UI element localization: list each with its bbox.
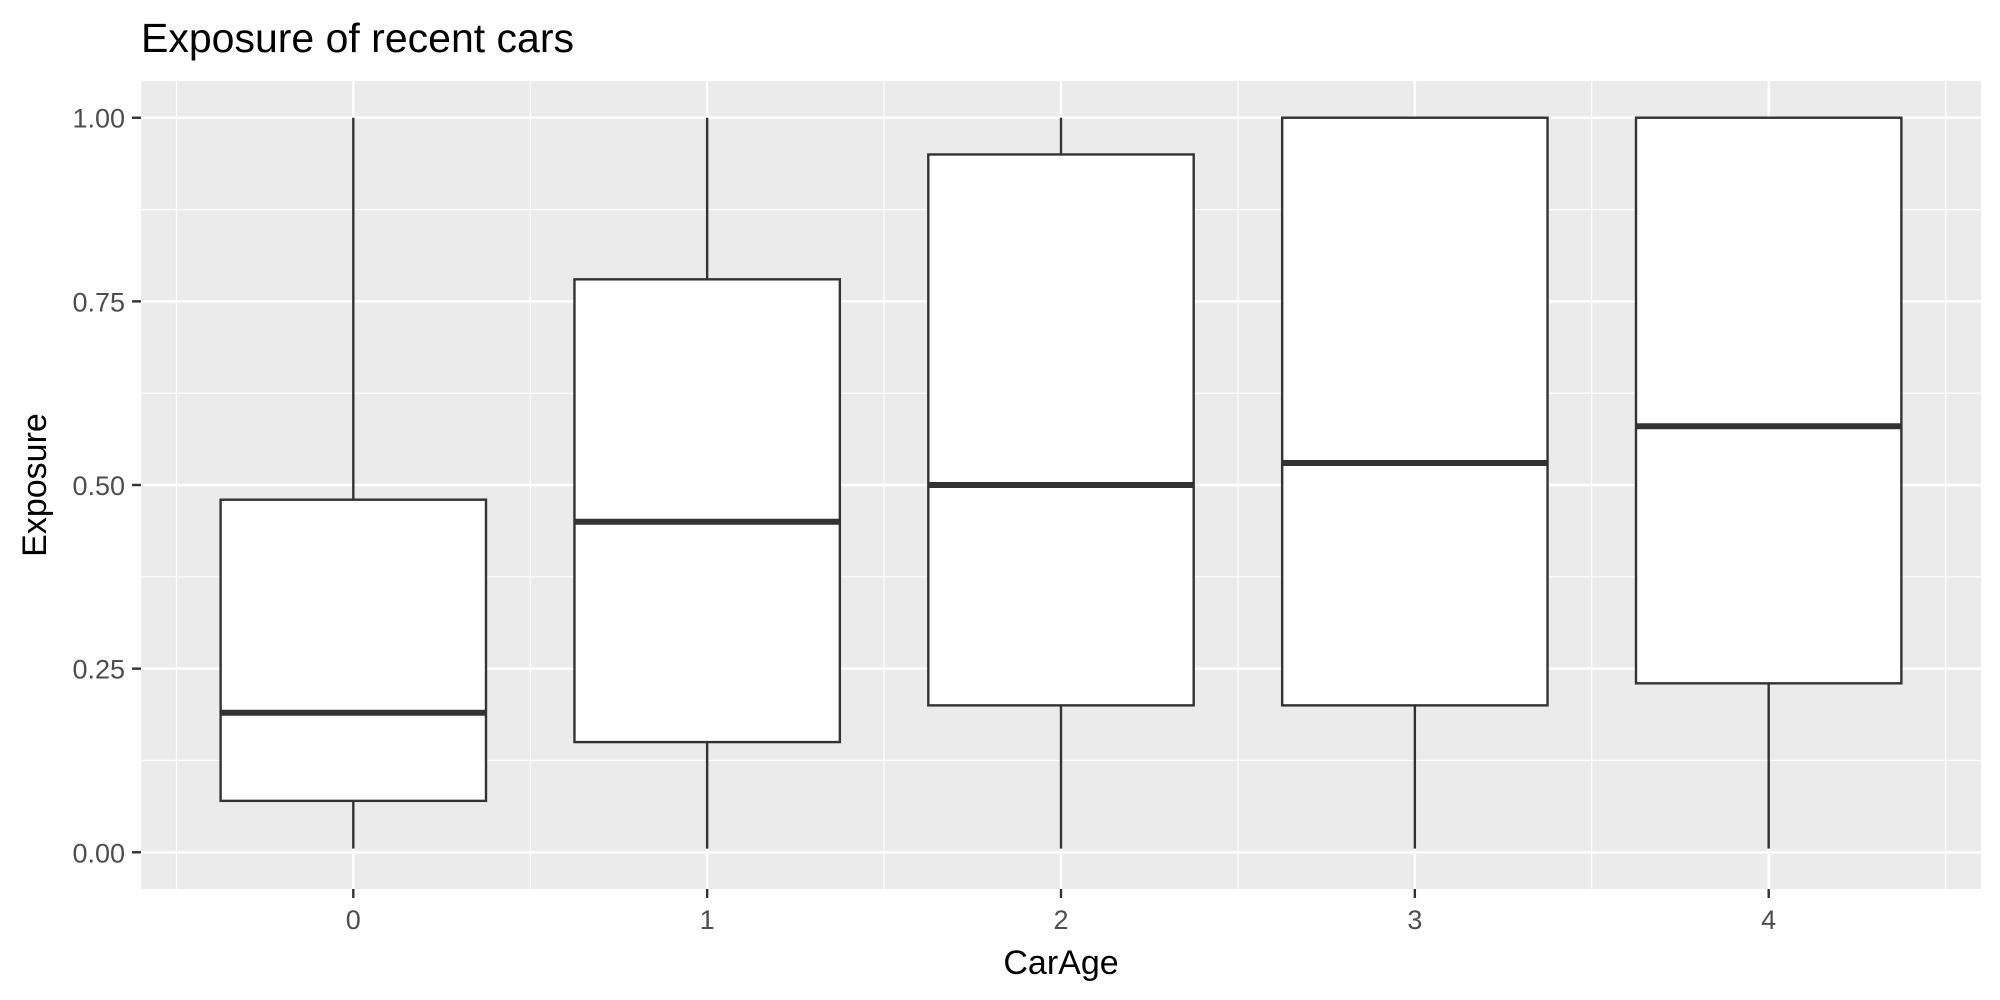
y-axis: 0.00 0.25 0.50 0.75 1.00 [72,104,141,868]
x-tick-label: 1 [700,905,715,935]
y-tick-label: 1.00 [72,104,125,134]
box-0 [219,117,488,849]
box-1 [573,117,842,849]
x-axis: 0 1 2 3 4 [346,889,1776,935]
box-2 [927,117,1195,849]
box-3 [1280,116,1549,849]
box-iqr [219,498,488,803]
box-iqr [1280,116,1549,707]
x-tick-label: 3 [1407,905,1422,935]
chart-title: Exposure of recent cars [141,15,574,61]
x-tick-label: 0 [346,905,361,935]
x-tick-label: 2 [1053,905,1068,935]
box-iqr [1634,116,1903,685]
box-4 [1634,116,1903,849]
boxes-layer [219,116,1903,849]
y-tick-label: 0.25 [72,655,125,685]
x-axis-title: CarAge [1003,944,1118,982]
box-iqr [573,278,842,744]
box-iqr [927,153,1195,707]
y-tick-label: 0.75 [72,287,125,317]
y-axis-title: Exposure [16,413,54,557]
y-tick-label: 0.00 [72,838,125,868]
x-tick-label: 4 [1761,905,1776,935]
y-tick-label: 0.50 [72,471,125,501]
